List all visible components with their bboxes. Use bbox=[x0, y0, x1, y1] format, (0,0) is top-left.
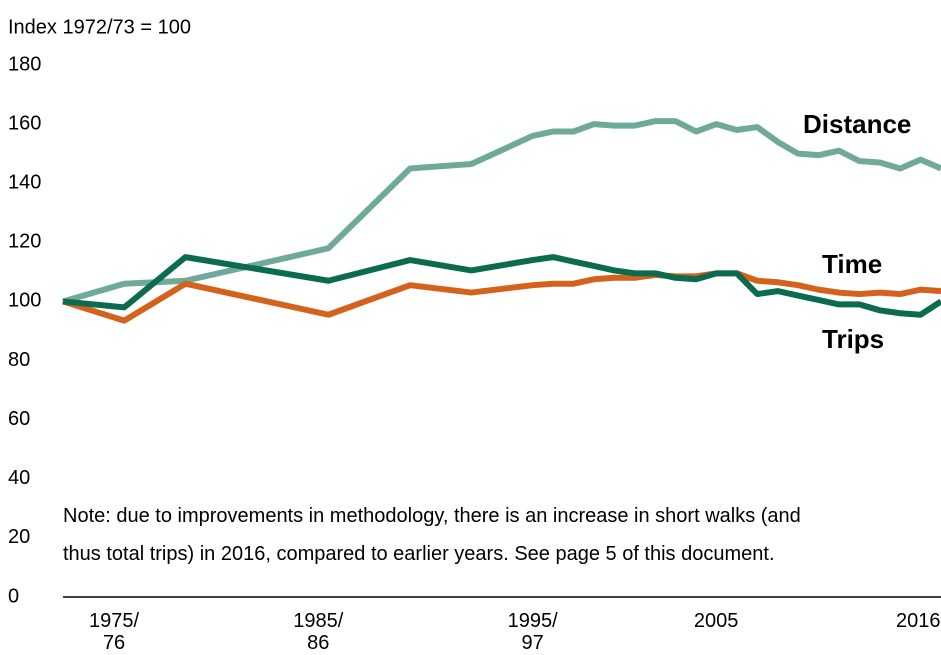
y-tick-label: 140 bbox=[8, 172, 41, 194]
y-axis-title: Index 1972/73 = 100 bbox=[8, 16, 191, 38]
y-tick-label: 40 bbox=[8, 467, 30, 489]
y-tick-label: 80 bbox=[8, 349, 30, 371]
note: Note: due to improvements in methodology… bbox=[63, 497, 801, 573]
x-tick-label: 1975/ 76 bbox=[89, 610, 140, 654]
y-tick-label: 60 bbox=[8, 408, 30, 430]
note-line: thus total trips) in 2016, compared to e… bbox=[63, 543, 775, 565]
series-line bbox=[62, 254, 941, 318]
y-tick-label: 20 bbox=[8, 526, 30, 548]
note-line: Note: due to improvements in methodology… bbox=[63, 505, 801, 527]
x-tick-label: 1985/ 86 bbox=[293, 610, 344, 654]
series-label: Trips bbox=[822, 324, 884, 354]
y-tick-label: 160 bbox=[8, 112, 41, 134]
y-tick-label: 180 bbox=[8, 53, 41, 75]
y-tick-label: 100 bbox=[8, 290, 41, 312]
x-tick-label: 2005 bbox=[693, 610, 739, 632]
x-tick-label: 2016 bbox=[896, 610, 941, 632]
series-line bbox=[62, 118, 941, 305]
series-label: Time bbox=[822, 249, 882, 279]
series-label: Distance bbox=[803, 109, 911, 139]
y-tick-label: 0 bbox=[8, 585, 19, 607]
y-tick-label: 120 bbox=[8, 231, 41, 253]
x-tick-label: 1995/ 97 bbox=[507, 610, 558, 654]
